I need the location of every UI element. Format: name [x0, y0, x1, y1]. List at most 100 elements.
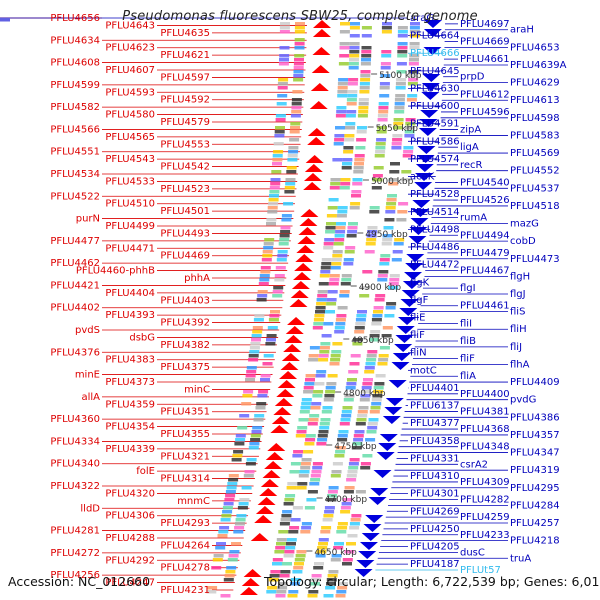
gene-label: truA [510, 553, 531, 564]
gene-label: PFLU4282 [460, 495, 510, 506]
gene-label: PFLU4599 [50, 80, 100, 91]
reverse-gene-arrow [281, 353, 300, 361]
annotation-block [349, 50, 360, 54]
annotation-block [341, 414, 352, 418]
annotation-block [366, 238, 377, 242]
reverse-gene-arrow [279, 371, 298, 379]
annotation-block [308, 358, 319, 362]
annotation-block [375, 294, 386, 298]
annotation-block [295, 554, 306, 558]
annotation-block [382, 234, 393, 238]
annotation-block [317, 294, 328, 298]
gene-label: PFLU4373 [105, 377, 155, 388]
annotation-block [308, 418, 319, 422]
annotation-block [286, 542, 296, 546]
annotation-block [277, 254, 288, 258]
gene-label: PFLU4403 [160, 295, 210, 306]
annotation-block [250, 342, 261, 346]
annotation-block [348, 62, 359, 66]
forward-gene-arrow [388, 380, 407, 388]
annotation-block [339, 46, 350, 50]
annotation-block [320, 418, 331, 422]
annotation-block [314, 382, 325, 386]
annotation-block [337, 586, 348, 590]
annotation-block [407, 82, 418, 86]
gene-label: fliS [510, 307, 525, 318]
gene-label: flhA [510, 359, 530, 370]
gene-label: PFLU4477 [50, 236, 100, 247]
annotation-block [262, 250, 273, 254]
gene-label: PFLU4247 [105, 578, 155, 589]
annotation-block [326, 298, 337, 302]
annotation-block [301, 398, 312, 402]
annotation-block [336, 530, 347, 534]
annotation-block [360, 74, 371, 78]
annotation-block [357, 310, 367, 314]
gene-label: PFLU4469 [160, 251, 210, 262]
annotation-block [326, 302, 337, 306]
reverse-gene-arrow [264, 461, 283, 469]
annotation-block [330, 558, 341, 562]
gene-label: PFLU4499 [105, 221, 155, 232]
annotation-block [369, 410, 380, 414]
gene-label: PFLU4460-phhB [76, 266, 155, 277]
annotation-block [237, 426, 248, 430]
annotation-block [293, 62, 304, 66]
gene-label: PFLU4501 [160, 206, 210, 217]
annotation-block [376, 138, 387, 142]
annotation-block [286, 166, 297, 170]
annotation-block [352, 442, 363, 446]
annotation-block [348, 66, 359, 70]
annotation-block [381, 50, 392, 54]
annotation-block [219, 526, 230, 530]
gene-label: PFLU4551 [50, 147, 100, 158]
gene-label: PFLU4534 [50, 169, 100, 180]
gene-label: PFLU4510 [105, 199, 155, 210]
annotation-block [283, 554, 294, 558]
annotation-block [257, 294, 268, 298]
annotation-block [225, 490, 236, 494]
annotation-block [378, 102, 389, 106]
annotation-block [327, 490, 338, 494]
annotation-block [272, 158, 283, 162]
annotation-block [342, 158, 353, 162]
annotation-block [378, 358, 389, 362]
annotation-block [349, 46, 360, 50]
annotation-block [285, 182, 296, 186]
gene-label: fliF [410, 330, 425, 341]
annotation-block [346, 382, 357, 386]
gene-label: PFLU4218 [510, 536, 560, 547]
annotation-block [396, 62, 407, 66]
annotation-block [313, 318, 324, 322]
annotation-block [390, 162, 400, 166]
annotation-block [362, 270, 373, 274]
annotation-block [375, 142, 386, 146]
reverse-gene-arrow [276, 389, 295, 397]
gene-label: PFLU4639A [510, 60, 567, 71]
annotation-block [345, 246, 356, 250]
annotation-block [361, 26, 372, 30]
annotation-block [377, 278, 388, 282]
annotation-block [251, 430, 262, 434]
annotation-block [381, 26, 392, 30]
annotation-block [341, 278, 352, 282]
annotation-block [242, 394, 253, 398]
annotation-block [300, 462, 311, 466]
annotation-block [351, 446, 362, 450]
annotation-block [389, 170, 400, 174]
annotation-block [327, 374, 338, 378]
annotation-block [337, 90, 348, 94]
annotation-block [365, 362, 376, 366]
gene-label: PFLU4643 [105, 20, 155, 31]
annotation-block [379, 86, 390, 90]
gene-label: PFLU4630 [410, 83, 460, 94]
annotation-block [341, 274, 352, 278]
forward-gene-arrow [396, 326, 415, 334]
reverse-gene-arrow [270, 425, 289, 433]
annotation-block [275, 546, 286, 550]
annotation-block [275, 126, 285, 130]
annotation-block [382, 238, 393, 242]
annotation-block [409, 34, 420, 38]
annotation-block [349, 34, 360, 38]
annotation-block [309, 346, 320, 350]
